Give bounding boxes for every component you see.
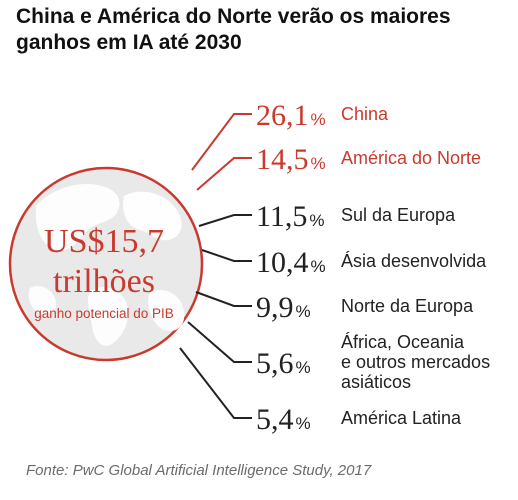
leader-line bbox=[187, 321, 252, 363]
continent-shapes bbox=[28, 184, 185, 346]
value-number: 5,6 bbox=[256, 347, 294, 380]
row-group: 9,9% Norte da Europa bbox=[195, 291, 474, 324]
category-label-line: China bbox=[341, 104, 389, 124]
value-label: 5,6% bbox=[256, 347, 311, 380]
value-percent: % bbox=[309, 211, 324, 230]
chart-title: China e América do Norte verão os maiore… bbox=[16, 5, 451, 54]
value-label: 9,9% bbox=[256, 291, 311, 324]
leader-line bbox=[201, 249, 252, 262]
value-number: 9,9 bbox=[256, 291, 294, 324]
category-label-line: América Latina bbox=[341, 408, 462, 428]
total-value: US$15,7 bbox=[44, 223, 164, 260]
row-group: 26,1% China bbox=[191, 99, 389, 171]
value-label: 10,4% bbox=[256, 246, 326, 279]
source-note: Fonte: PwC Global Artificial Intelligenc… bbox=[26, 462, 372, 479]
category-label-line: Ásia desenvolvida bbox=[341, 251, 487, 271]
value-label: 11,5% bbox=[256, 200, 325, 233]
total-unit: trilhões bbox=[53, 263, 155, 300]
value-percent: % bbox=[311, 257, 326, 276]
leader-line bbox=[196, 157, 252, 191]
value-label: 14,5% bbox=[256, 143, 326, 176]
value-number: 26,1 bbox=[256, 99, 309, 132]
category-label: América do Norte bbox=[341, 148, 481, 168]
value-number: 5,4 bbox=[256, 403, 294, 436]
row-group: 5,6 % África, Oceania e outros mercados asiá… bbox=[187, 321, 490, 392]
row-group: 11,5% Sul da Europa bbox=[198, 200, 456, 233]
category-label-line: África, Oceania bbox=[341, 332, 465, 352]
row-group: 14,5% América do Norte bbox=[196, 143, 481, 191]
category-label-line: Norte da Europa bbox=[341, 296, 474, 316]
row-group: 10,4% Ásia desenvolvida bbox=[201, 246, 487, 279]
value-number: 11,5 bbox=[256, 200, 307, 233]
leader-line bbox=[191, 113, 252, 171]
leader-line bbox=[198, 214, 252, 227]
value-percent: % bbox=[296, 358, 311, 377]
value-percent: % bbox=[296, 302, 311, 321]
category-label: Ásia desenvolvida bbox=[341, 251, 487, 271]
category-label: China bbox=[341, 104, 389, 124]
value-label: 5,4% bbox=[256, 403, 311, 436]
globe-icon bbox=[8, 166, 204, 362]
category-label: Norte da Europa bbox=[341, 296, 474, 316]
value-number: 14,5 bbox=[256, 143, 309, 176]
category-label: África, Oceania e outros mercados asiático… bbox=[341, 332, 490, 392]
total-caption: ganho potencial do PIB bbox=[34, 306, 174, 321]
category-label-line: América do Norte bbox=[341, 148, 481, 168]
leader-line bbox=[195, 291, 252, 307]
row-group: 5,4% América Latina bbox=[179, 347, 462, 436]
value-percent: % bbox=[296, 414, 311, 433]
category-label: Sul da Europa bbox=[341, 205, 456, 225]
category-label-line: asiáticos bbox=[341, 372, 411, 392]
category-label-line: e outros mercados bbox=[341, 352, 490, 372]
value-label: 26,1% bbox=[256, 99, 326, 132]
leader-line bbox=[179, 347, 252, 419]
value-percent: % bbox=[311, 110, 326, 129]
category-label: América Latina bbox=[341, 408, 462, 428]
value-percent: % bbox=[311, 154, 326, 173]
category-label-line: Sul da Europa bbox=[341, 205, 456, 225]
rows-layer: 26,1% China 14,5% América do Norte 11,5% Sul … bbox=[179, 99, 490, 436]
value-number: 10,4 bbox=[256, 246, 309, 279]
